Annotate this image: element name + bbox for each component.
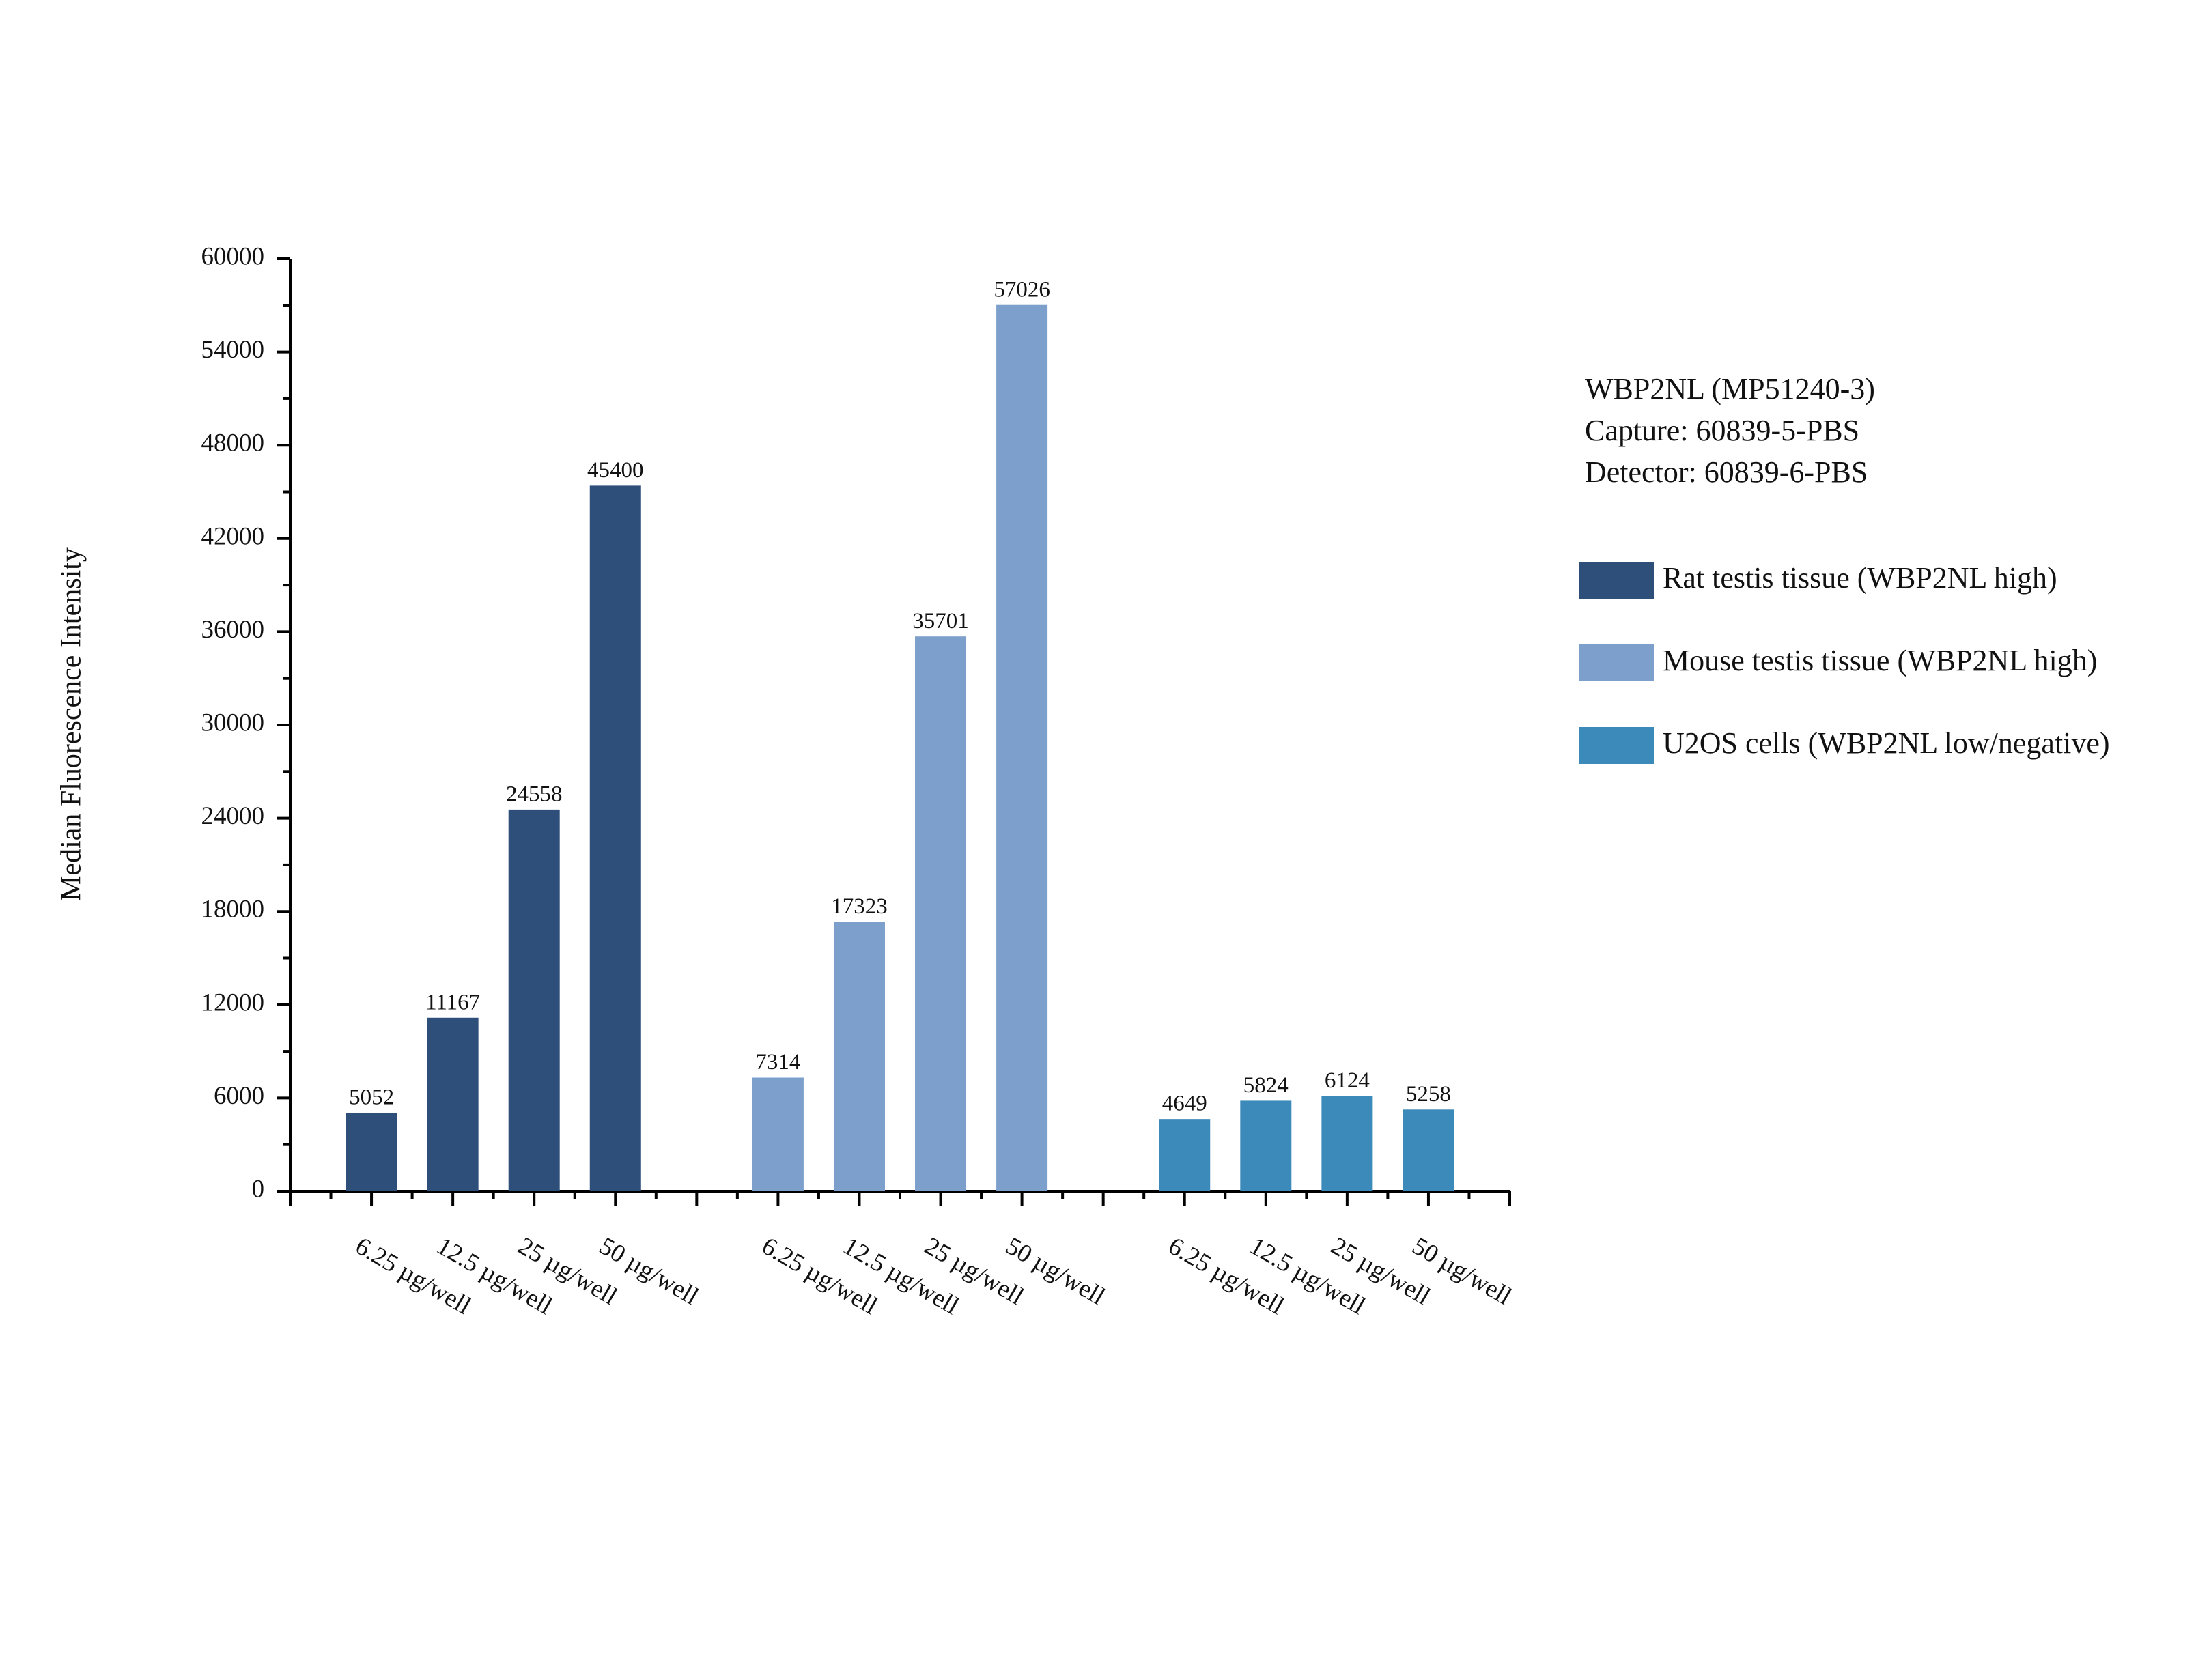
value-label: 7314: [755, 1050, 800, 1074]
y-tick-label: 12000: [201, 988, 265, 1016]
y-tick-label: 24000: [201, 802, 265, 830]
bar: [346, 1112, 397, 1191]
value-label: 5258: [1406, 1082, 1451, 1107]
legend-swatch: [1579, 562, 1654, 599]
legend-label: Mouse testis tissue (WBP2NL high): [1663, 644, 2097, 677]
bar: [1159, 1119, 1211, 1191]
bar: [589, 485, 641, 1191]
y-tick-label: 48000: [201, 429, 265, 457]
y-tick-label: 0: [252, 1175, 265, 1203]
legend-label: Rat testis tissue (WBP2NL high): [1663, 561, 2057, 595]
bar: [1240, 1100, 1292, 1191]
legend-swatch: [1579, 727, 1654, 764]
bar: [996, 304, 1048, 1192]
annotation: Capture: 60839-5-PBS: [1585, 414, 1859, 447]
annotation: Detector: 60839-6-PBS: [1585, 455, 1868, 489]
value-label: 24558: [506, 782, 563, 806]
bar: [833, 922, 885, 1191]
y-tick-label: 42000: [201, 522, 265, 550]
value-label: 57026: [994, 277, 1050, 302]
value-label: 11167: [425, 990, 480, 1014]
value-label: 45400: [587, 458, 644, 483]
y-tick-label: 36000: [201, 616, 265, 644]
bar: [1321, 1096, 1373, 1191]
value-label: 5824: [1243, 1073, 1289, 1098]
y-tick-label: 60000: [201, 242, 265, 270]
legend-swatch: [1579, 644, 1654, 681]
y-tick-label: 18000: [201, 896, 265, 924]
y-tick-label: 6000: [214, 1082, 264, 1110]
y-tick-label: 30000: [201, 709, 265, 737]
annotation: WBP2NL (MP51240-3): [1585, 372, 1875, 405]
value-label: 5052: [349, 1085, 394, 1110]
bar: [752, 1077, 804, 1191]
y-tick-label: 54000: [201, 336, 265, 364]
value-label: 6124: [1325, 1068, 1370, 1093]
legend-label: U2OS cells (WBP2NL low/negative): [1663, 726, 2110, 760]
bar: [915, 636, 967, 1191]
bar: [427, 1017, 479, 1191]
bar: [1403, 1109, 1454, 1191]
bar: [508, 809, 560, 1191]
y-axis-title: Median Fluorescence Intensity: [56, 547, 87, 901]
value-label: 35701: [912, 609, 969, 633]
value-label: 17323: [831, 894, 888, 919]
value-label: 4649: [1162, 1092, 1207, 1116]
